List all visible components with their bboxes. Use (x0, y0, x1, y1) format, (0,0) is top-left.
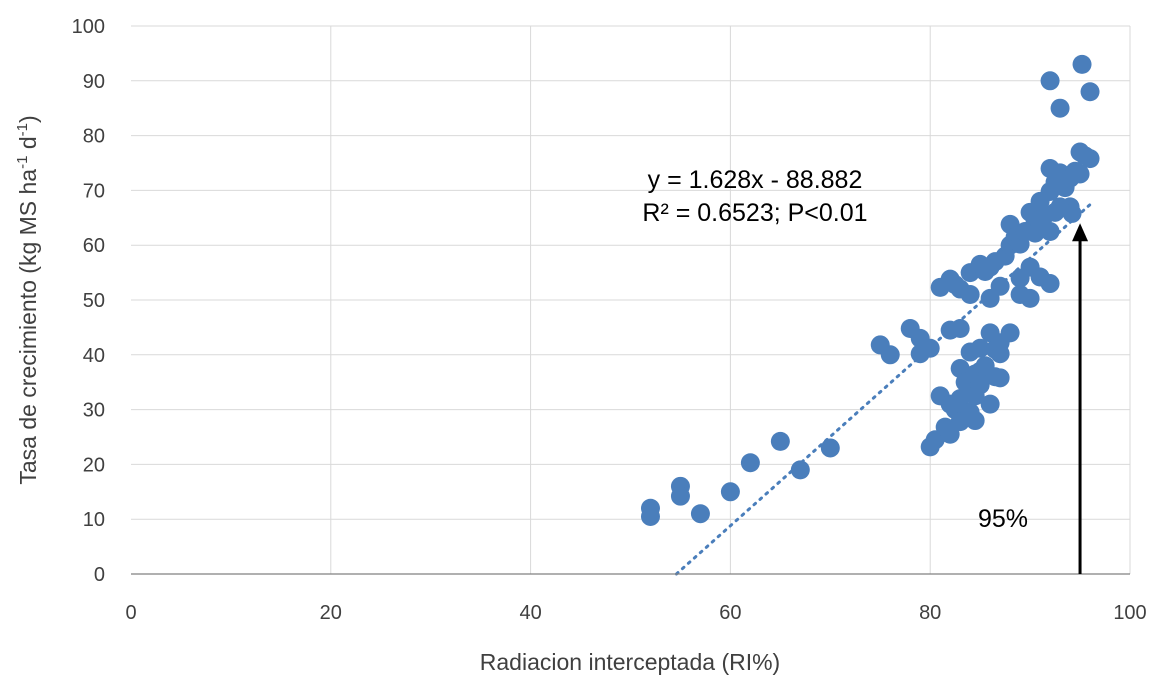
data-point-9 (820, 438, 840, 458)
data-point-43 (970, 338, 990, 358)
y-tick-label-2: 20 (83, 454, 105, 476)
data-point-3 (670, 486, 690, 506)
y-tick-label-5: 50 (83, 290, 105, 312)
x-tick-label-5: 100 (1113, 602, 1146, 624)
threshold-label: 95% (978, 505, 1028, 533)
data-point-84 (1050, 98, 1070, 118)
data-point-11 (880, 345, 900, 365)
data-point-15 (920, 338, 940, 358)
data-point-27 (950, 318, 970, 338)
x-tick-label-4: 80 (919, 602, 941, 624)
data-point-54 (990, 276, 1010, 296)
data-point-67 (1020, 288, 1040, 308)
data-point-1 (640, 506, 660, 526)
y-tick-label-4: 40 (83, 345, 105, 367)
data-point-85 (1040, 71, 1060, 91)
data-point-6 (740, 453, 760, 473)
x-tick-labels: 0 20 40 60 80 100 (125, 602, 1146, 624)
data-points (640, 54, 1100, 526)
data-point-8 (790, 460, 810, 480)
data-point-7 (770, 431, 790, 451)
data-point-94 (1080, 82, 1100, 102)
data-point-59 (1000, 323, 1020, 343)
y-tick-label-1: 10 (83, 509, 105, 531)
y-tick-label-7: 70 (83, 180, 105, 202)
data-point-90 (1070, 164, 1090, 184)
data-point-76 (1040, 274, 1060, 294)
y-tick-label-6: 60 (83, 235, 105, 257)
data-point-44 (970, 375, 990, 395)
data-point-38 (965, 411, 985, 431)
data-point-95 (1072, 54, 1092, 74)
y-tick-label-10: 100 (72, 16, 105, 38)
data-point-48 (980, 394, 1000, 414)
x-axis-title: Radiacion interceptada (RI%) (480, 649, 780, 675)
y-tick-label-3: 30 (83, 400, 105, 422)
data-point-4 (690, 504, 710, 524)
data-point-93 (1080, 149, 1100, 169)
x-tick-label-3: 60 (719, 602, 741, 624)
x-tick-label-2: 40 (519, 602, 541, 624)
data-point-96 (1062, 203, 1082, 223)
trend-r2: R² = 0.6523; P<0.01 (642, 199, 867, 227)
data-point-79 (1040, 222, 1060, 241)
trend-equation: y = 1.628x - 88.882 (648, 166, 863, 194)
y-tick-label-9: 90 (83, 71, 105, 93)
data-point-57 (990, 368, 1010, 388)
y-tick-label-0: 0 (94, 564, 105, 586)
x-tick-label-1: 20 (320, 602, 342, 624)
y-tick-labels: 0 10 20 30 40 50 60 70 80 90 100 (72, 16, 105, 586)
gridlines (131, 25, 1131, 574)
y-tick-label-8: 80 (83, 126, 105, 148)
data-point-36 (960, 285, 980, 305)
y-axis-title: Tasa de crecimiento (kg MS ha-1 d-1) (14, 115, 41, 484)
x-tick-label-0: 0 (125, 602, 136, 624)
arrow-head (1072, 223, 1089, 242)
threshold-arrow (1072, 223, 1089, 574)
data-point-5 (720, 482, 740, 502)
